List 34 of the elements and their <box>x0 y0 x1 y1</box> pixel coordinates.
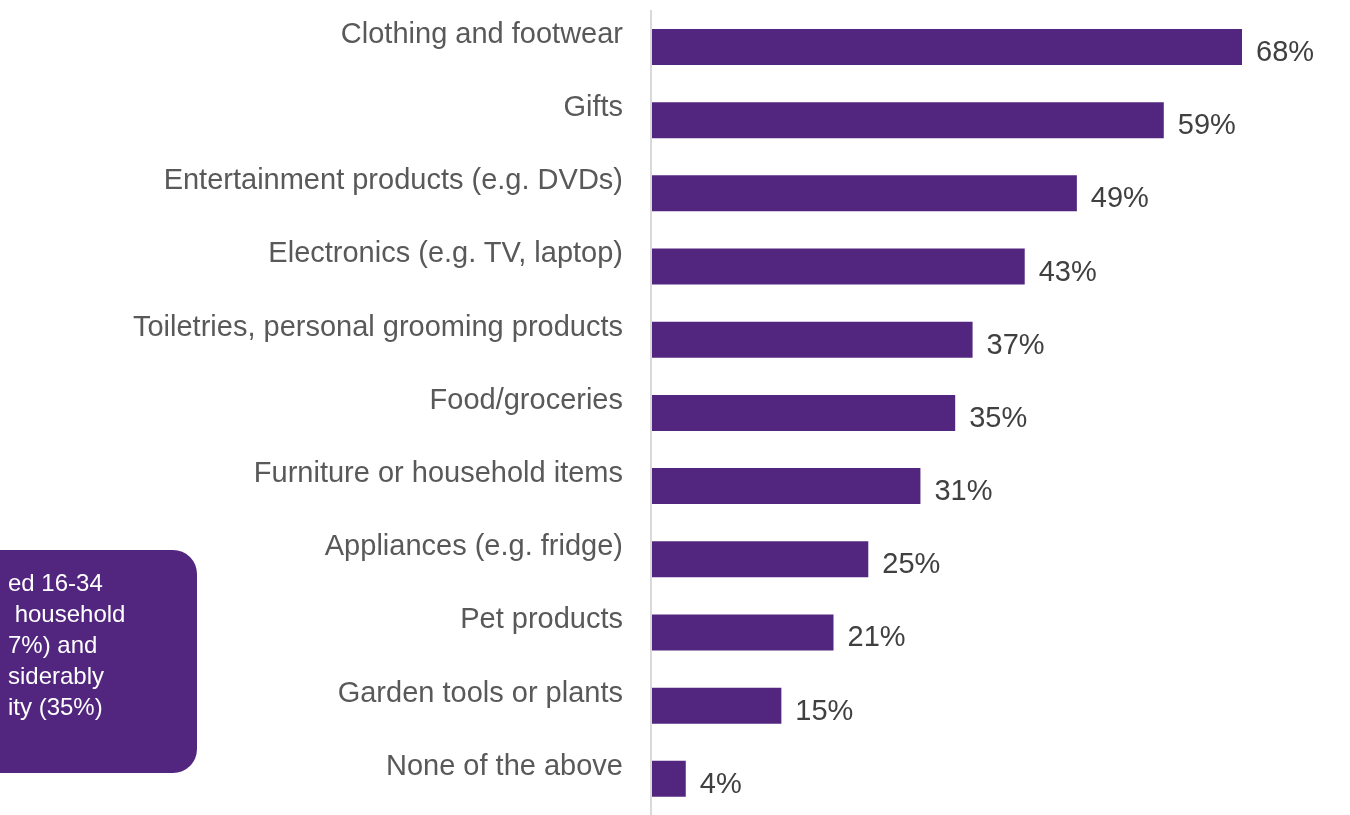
text: ed 16-34 household 7%) and siderably ity (35%) <box>0 550 197 773</box>
bar <box>651 760 686 797</box>
y-tick-label: Food/groceries <box>429 382 623 415</box>
data-label: 43% <box>1038 254 1097 287</box>
bar <box>651 102 1164 139</box>
y-tick-label: Appliances (e.g. fridge) <box>324 529 623 562</box>
bar <box>651 614 834 651</box>
bar <box>651 394 956 431</box>
y-tick-label: Furniture or household items <box>253 455 623 488</box>
y-tick-label: Pet products <box>460 602 623 635</box>
y-tick-label: Garden tools or plants <box>337 675 623 708</box>
data-label: 25% <box>882 547 941 580</box>
y-tick-label: Gifts <box>563 90 623 123</box>
data-label: 31% <box>934 474 993 507</box>
bar <box>651 687 782 724</box>
data-label: 49% <box>1090 181 1149 214</box>
y-tick-label: Entertainment products (e.g. DVDs) <box>163 163 623 196</box>
data-label: 35% <box>969 400 1028 433</box>
y-tick-label: Electronics (e.g. TV, laptop) <box>268 236 623 269</box>
y-tick-label: Clothing and footwear <box>340 16 624 49</box>
bar <box>651 29 1242 65</box>
y-tick-label: None of the above <box>385 748 623 781</box>
data-label: 15% <box>795 693 854 726</box>
data-label: 37% <box>986 327 1045 360</box>
bar <box>651 468 921 505</box>
data-label: 4% <box>699 766 742 799</box>
y-tick-label: Toiletries, personal grooming products <box>132 309 623 342</box>
bar <box>651 248 1025 285</box>
bar <box>651 175 1077 212</box>
bar <box>651 541 869 578</box>
data-label: 59% <box>1177 108 1236 141</box>
bar <box>651 321 973 358</box>
data-label: 21% <box>847 620 906 653</box>
data-label: 68% <box>1256 35 1315 67</box>
